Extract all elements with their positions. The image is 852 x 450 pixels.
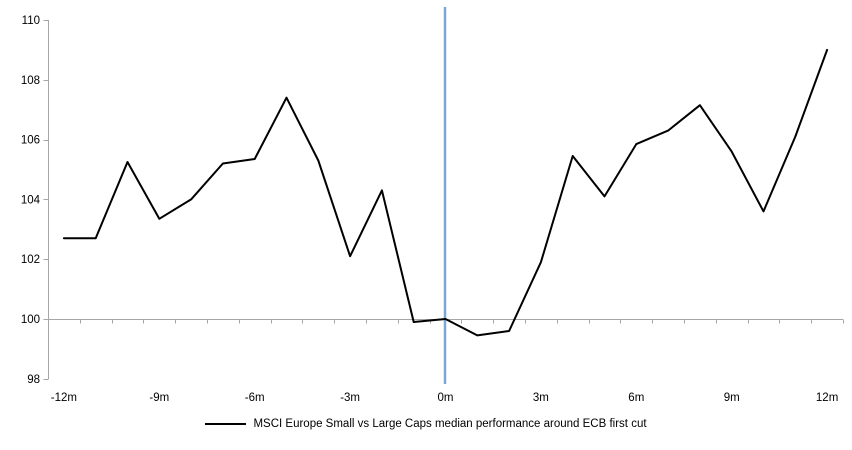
y-axis-label: 100 — [21, 314, 40, 326]
x-axis-label: 6m — [628, 392, 644, 404]
legend-line-sample — [205, 423, 247, 425]
x-axis-label: 12m — [816, 392, 838, 404]
y-axis-label: 108 — [21, 75, 40, 87]
x-axis-label: 9m — [724, 392, 740, 404]
legend-label: MSCI Europe Small vs Large Caps median p… — [253, 418, 647, 430]
y-axis-label: 110 — [22, 15, 40, 27]
x-axis-label: -12m — [51, 392, 77, 404]
x-axis-label: 0m — [438, 392, 454, 404]
y-axis-label: 104 — [21, 194, 41, 206]
y-axis-label: 102 — [21, 254, 40, 266]
x-axis-label: 3m — [533, 392, 549, 404]
legend: MSCI Europe Small vs Large Caps median p… — [0, 418, 852, 430]
y-axis-label: 106 — [21, 135, 40, 147]
x-axis-label: -3m — [340, 392, 360, 404]
series-line — [62, 48, 829, 337]
x-axis-label: -6m — [245, 392, 265, 404]
x-axis-label: -9m — [149, 392, 169, 404]
y-axis-label: 98 — [27, 374, 40, 386]
